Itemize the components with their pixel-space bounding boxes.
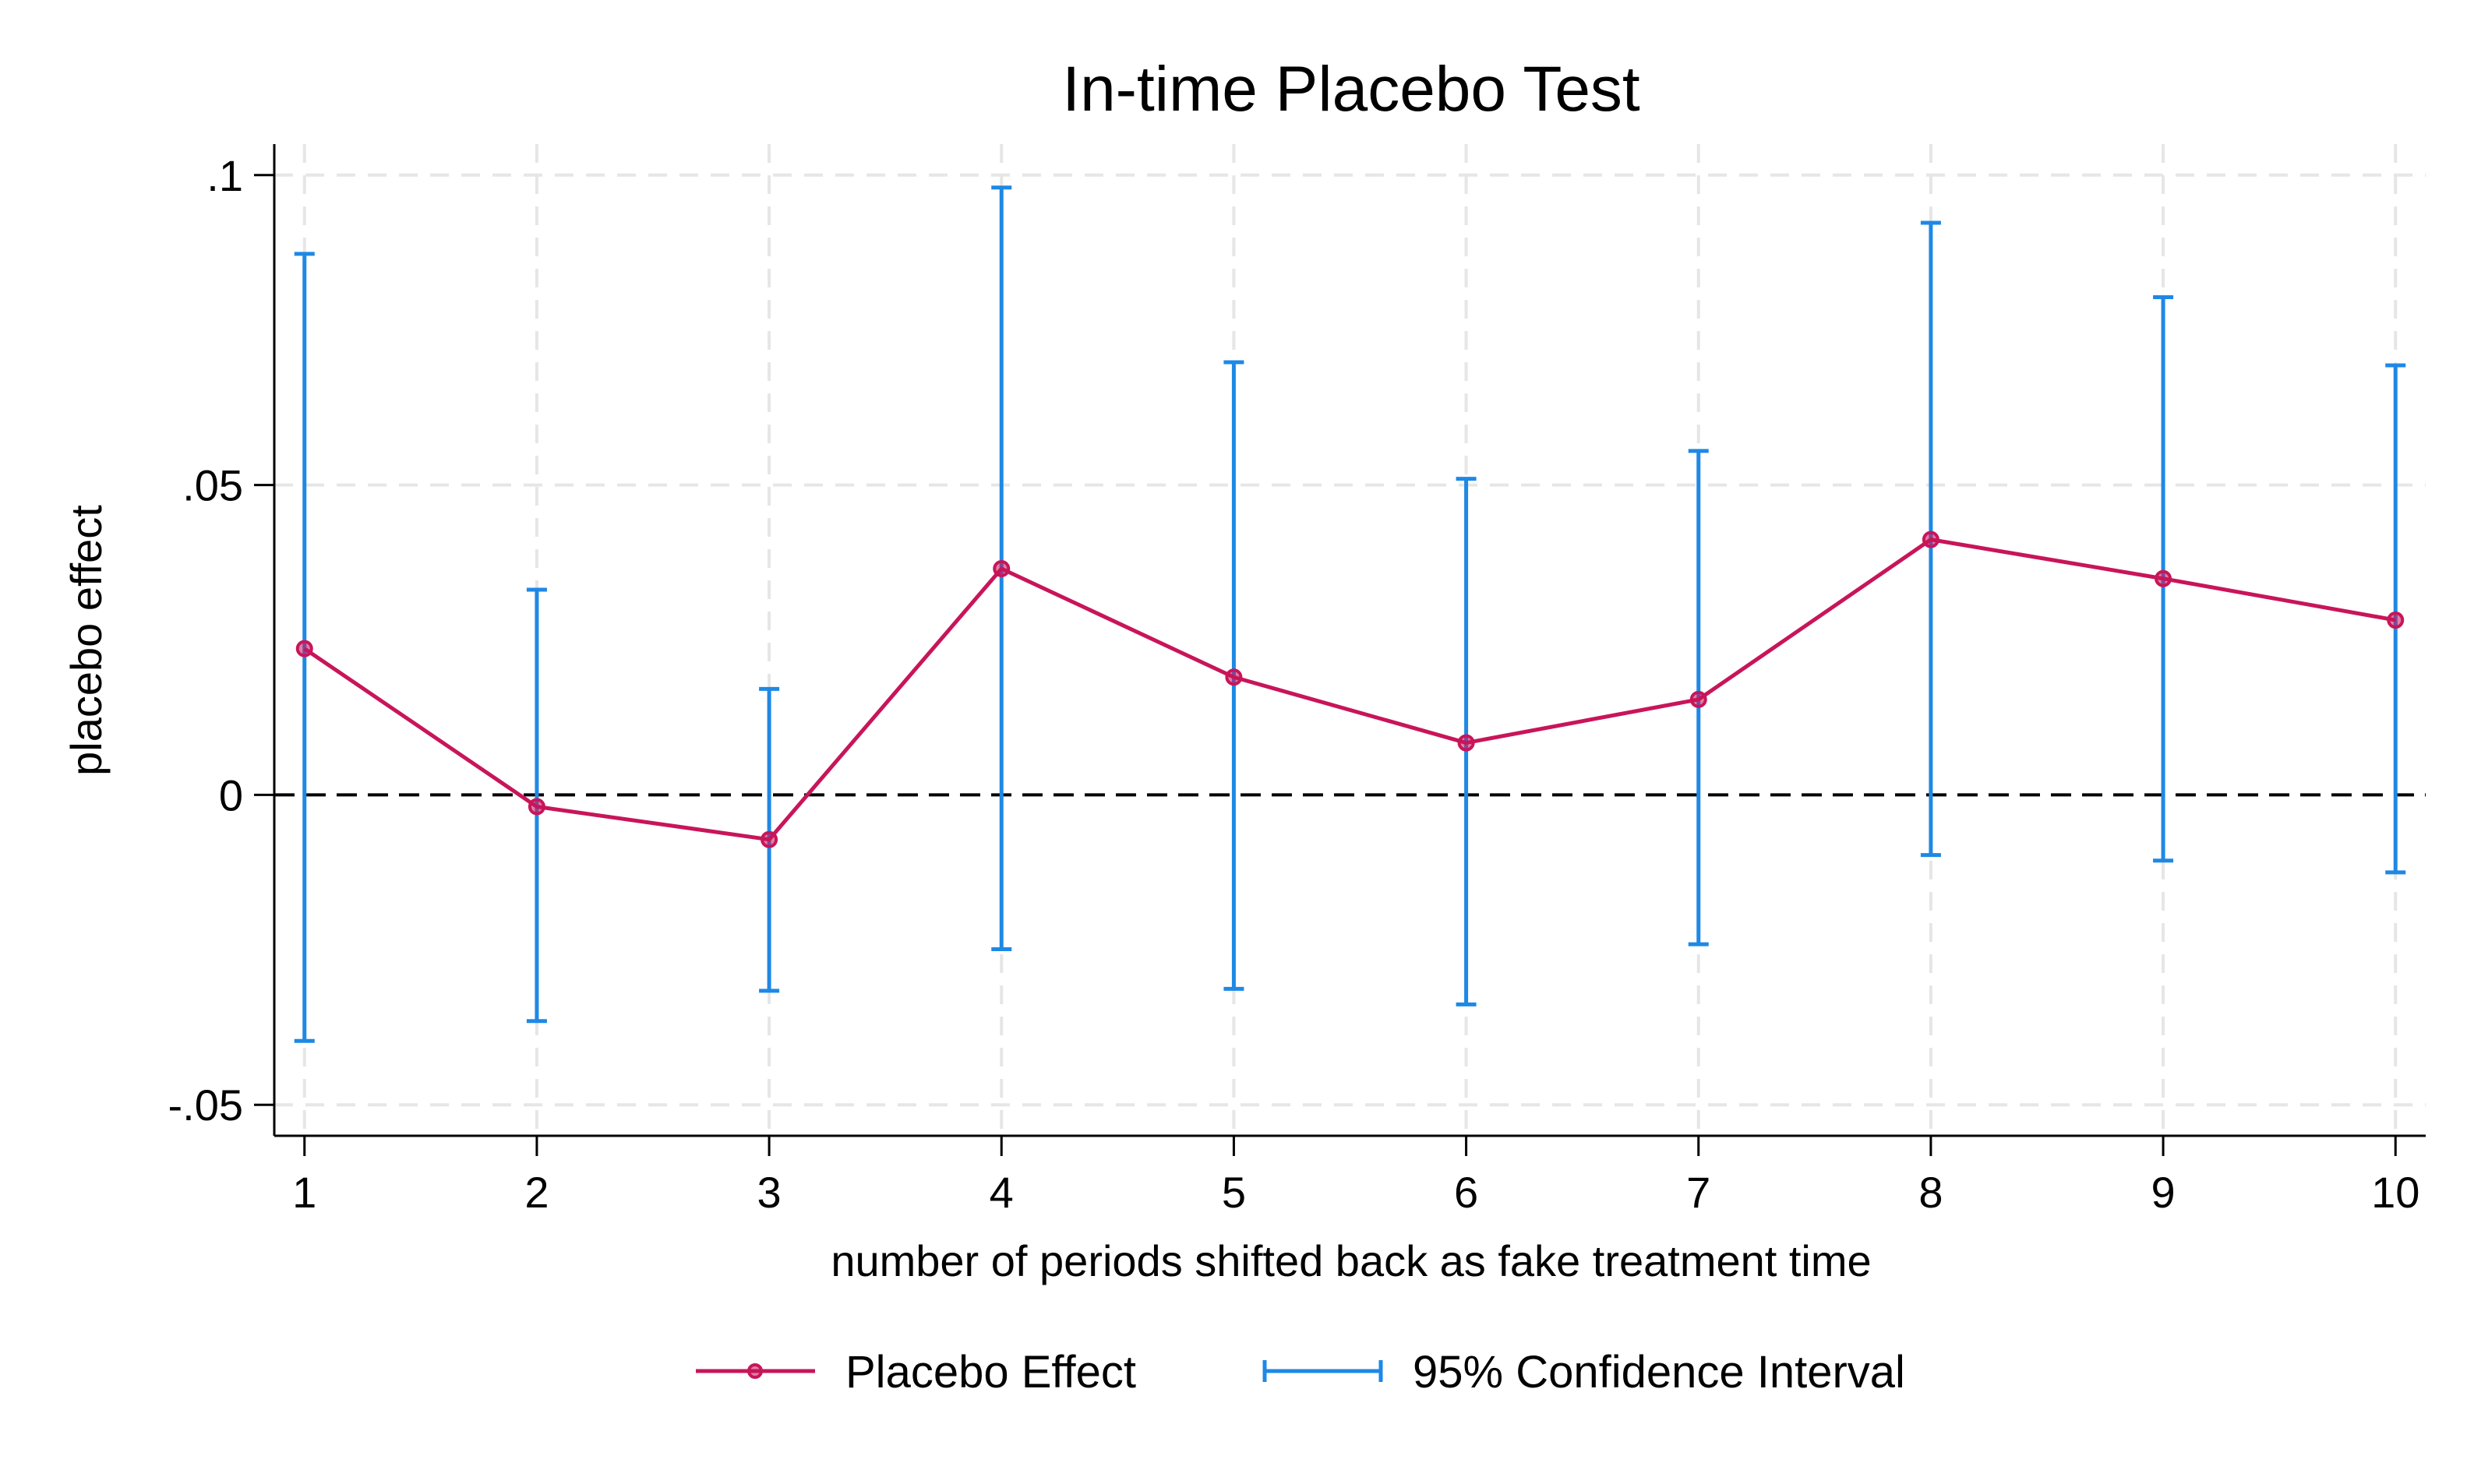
placebo-effect-point-9 [2155,569,2172,587]
x-tick-label-7: 7 [1686,1168,1710,1217]
placebo-effect-point-4 [993,560,1011,578]
legend: Placebo Effect 95% Confidence Interval [696,1347,1905,1398]
x-tick-label-9: 9 [2151,1168,2175,1217]
x-tick-label-6: 6 [1454,1168,1478,1217]
y-tick-label-3: 0 [219,770,243,820]
y-tick-label-4: -.05 [168,1080,244,1130]
placebo-effect-point-1 [295,640,313,657]
placebo-effect-point-10 [2387,612,2405,629]
x-tick-label-1: 1 [292,1168,316,1217]
x-tick-label-10: 10 [2371,1168,2419,1217]
legend-marker-placebo-effect [747,1363,763,1379]
x-tick-label-2: 2 [524,1168,549,1217]
placebo-effect-point-6 [1457,734,1475,752]
x-tick-label-3: 3 [757,1168,782,1217]
placebo-effect-point-2 [528,798,545,816]
x-tick-label-8: 8 [1918,1168,1943,1217]
y-axis-label: placebo effect [62,505,111,776]
x-tick-label-4: 4 [990,1168,1014,1217]
axis-layer [273,144,2426,1137]
legend-label-confidence-interval: 95% Confidence Interval [1413,1347,1905,1398]
placebo-effect-point-7 [1689,690,1707,708]
x-tick-label-5: 5 [1222,1168,1246,1217]
legend-label-placebo-effect: Placebo Effect [845,1347,1136,1398]
chart-title: In-time Placebo Test [1062,54,1640,125]
y-tick-label-2: .05 [182,461,243,510]
placebo-effect-point-5 [1225,668,1243,686]
placebo-effect-line [303,538,2396,842]
y-tick-label-1: .1 [206,151,243,200]
tick-layer: 1 2 3 4 5 6 7 8 9 10 .1 .05 0 -.05 [168,151,2420,1217]
x-axis-label: number of periods shifted back as fake t… [831,1236,1871,1285]
placebo-effect-point-8 [1922,531,1939,548]
placebo-effect-layer [295,531,2405,848]
placebo-effect-point-3 [761,830,778,848]
